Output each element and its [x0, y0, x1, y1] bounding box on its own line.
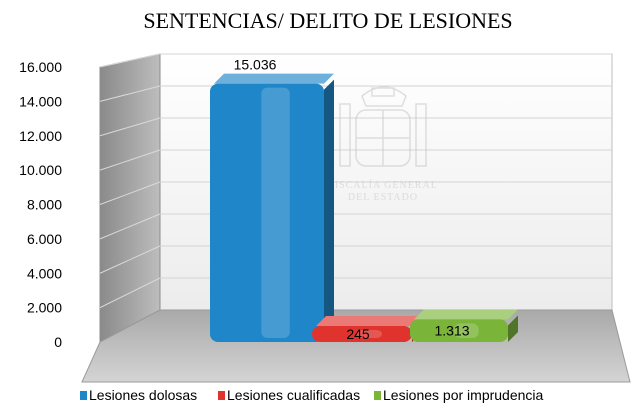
legend-item: Lesiones por imprudencia: [374, 387, 544, 403]
bar-highlight: [454, 323, 479, 338]
watermark-line-2: DEL ESTADO: [348, 192, 418, 203]
data-label: 1.313: [434, 323, 469, 339]
legend-swatch: [218, 391, 225, 400]
bars: [210, 73, 518, 342]
gridline-side: [99, 85, 161, 102]
y-tick-label: 2.000: [27, 300, 62, 316]
legend-swatch: [374, 391, 381, 400]
y-tick-label: 10.000: [19, 162, 62, 178]
gridline-side: [99, 277, 161, 309]
legend-label: Lesiones dolosas: [89, 387, 197, 403]
bar-top: [316, 316, 422, 326]
bar-top: [214, 73, 334, 84]
data-labels: 15.036 245 1.313: [234, 57, 470, 342]
bar-highlight: [357, 330, 382, 338]
gridline-side: [99, 245, 161, 274]
y-tick-label: 4.000: [27, 265, 62, 281]
bar-front: [210, 83, 324, 342]
bar-side: [508, 315, 518, 342]
y-axis-ticks: 0 2.000 4.000 6.000 8.000 10.000 12.000 14.000 1…: [19, 59, 62, 350]
y-tick-label: 12.000: [19, 128, 62, 144]
data-label: 245: [346, 326, 370, 342]
legend: Lesiones dolosas Lesiones cualificadas Les…: [80, 387, 544, 403]
bar-front: [410, 319, 508, 342]
bar-2: [312, 316, 422, 342]
legend-swatch: [80, 391, 87, 400]
bar-side: [324, 79, 334, 342]
bar-top: [414, 309, 518, 320]
side-wall: [99, 53, 161, 343]
bar-highlight: [261, 87, 290, 338]
gridline-side: [99, 149, 161, 171]
legend-label: Lesiones por imprudencia: [383, 387, 544, 403]
gridline-side: [99, 53, 161, 68]
legend-item: Lesiones cualificadas: [218, 387, 360, 403]
bar-front: [312, 326, 412, 342]
bar-3: [410, 309, 518, 342]
watermark-line-1: FISCALÍA GENERAL: [328, 179, 438, 191]
bar-1: [210, 73, 334, 342]
y-tick-label: 6.000: [27, 231, 62, 247]
y-tick-label: 14.000: [19, 93, 62, 109]
gridline-side: [99, 181, 161, 205]
legend-label: Lesiones cualificadas: [227, 387, 360, 403]
watermark: FISCALÍA GENERAL DEL ESTADO: [328, 86, 438, 203]
y-tick-label: 8.000: [27, 197, 62, 213]
data-label: 15.036: [234, 57, 277, 73]
chart-title: SENTENCIAS/ DELITO DE LESIONES: [143, 8, 512, 33]
legend-item: Lesiones dolosas: [80, 387, 197, 403]
y-tick-label: 16.000: [19, 59, 62, 75]
coat-of-arms-icon: [339, 86, 427, 167]
gridline-side: [99, 213, 161, 240]
gridline-side: [99, 117, 161, 137]
y-tick-label: 0: [54, 334, 62, 350]
